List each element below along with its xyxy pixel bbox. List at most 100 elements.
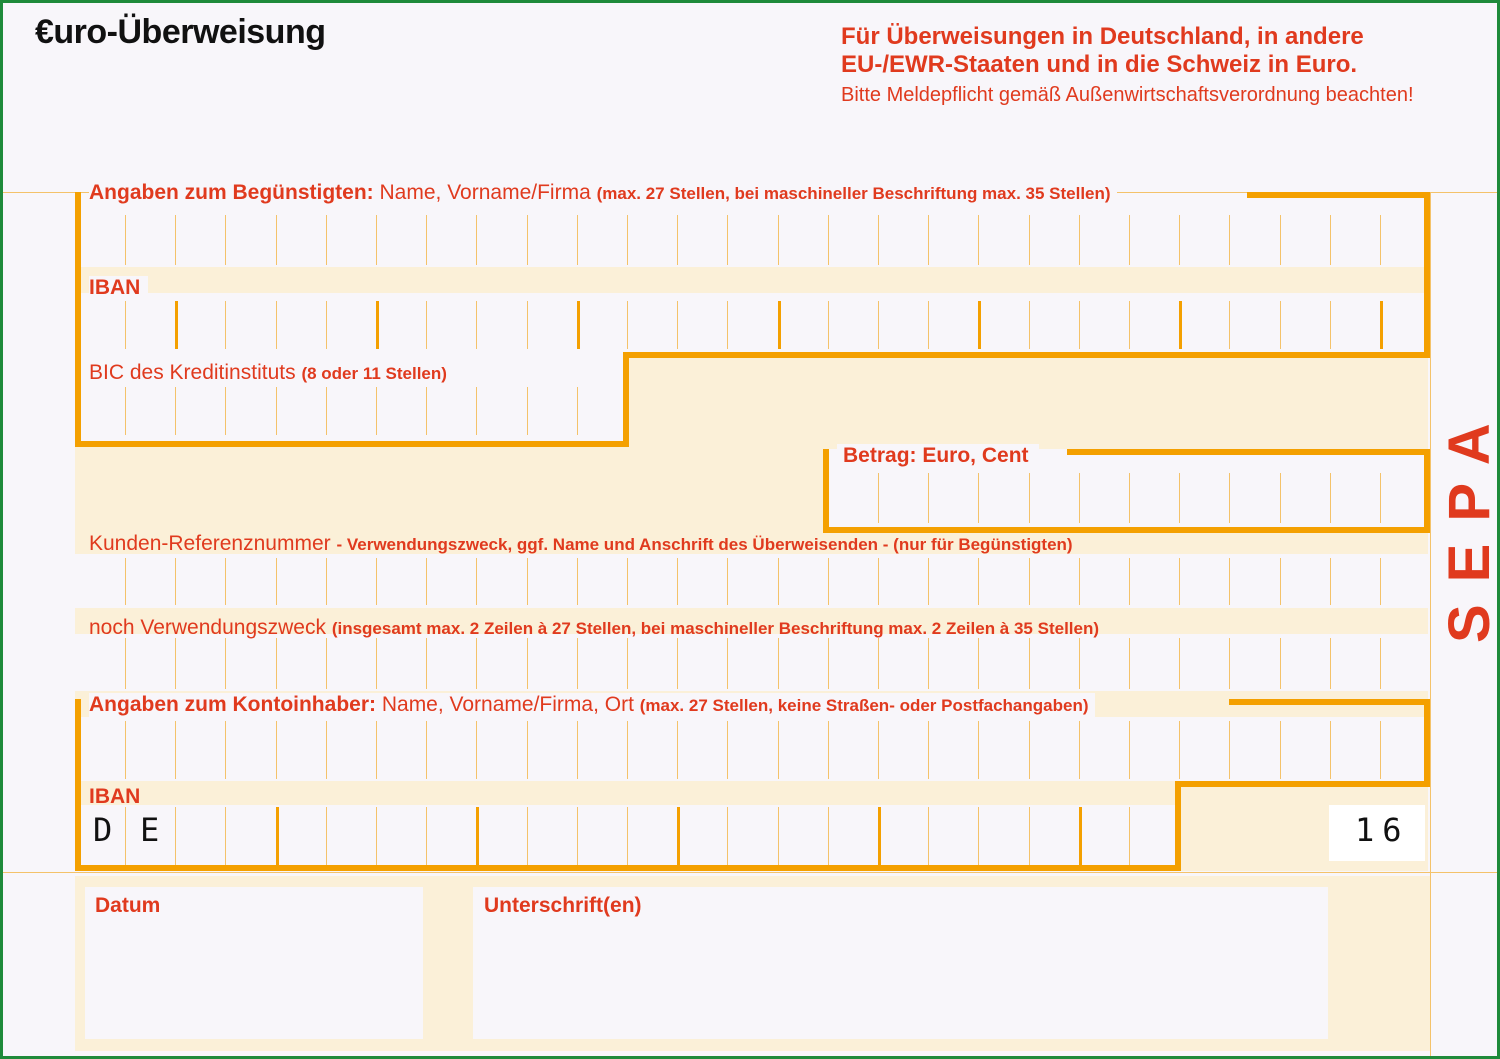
iban-cell-tick [627,301,628,349]
beneficiary-cell-tick [125,215,126,265]
beneficiary-cell-tick [1280,215,1281,265]
reference-cell-tick [828,558,829,605]
reference-cell-tick [426,558,427,605]
holder-cell-tick [326,721,327,779]
amount-cell-tick [1380,473,1381,523]
reference-cell-tick [175,558,176,605]
beneficiary-cell-tick [376,215,377,265]
reference-label: Kunden-Referenznummer - Verwendungszweck… [89,532,1073,555]
holder-cell-tick [426,721,427,779]
iban-cell-tick [276,301,277,349]
purpose2-cell-tick [677,638,678,689]
beneficiary-cell-tick [1079,215,1080,265]
holder-iban-cell-tick [527,807,528,865]
beneficiary-cell-tick [326,215,327,265]
bic-field[interactable] [83,387,621,439]
amount-cell-tick [1330,473,1331,523]
beneficiary-iban-field[interactable] [83,295,1423,349]
reference-cell-tick [1229,558,1230,605]
beneficiary-cell-tick [1229,215,1230,265]
holder-iban-cell-tick [476,807,479,865]
holder-cell-tick [175,721,176,779]
holder-cell-tick [727,721,728,779]
reference-cell-tick [978,558,979,605]
amount-cell-tick [1129,473,1130,523]
holder-cell-tick [1380,721,1381,779]
bic-cell-tick [376,387,377,435]
iban-cell-tick [1330,301,1331,349]
reference-cell-tick [928,558,929,605]
holder-iban-field[interactable] [175,806,1173,863]
reference-cell-tick [376,558,377,605]
iban-label: IBAN [89,276,149,300]
amount-cell-tick [1229,473,1230,523]
purpose2-label: noch Verwendungszweck (insgesamt max. 2 … [89,616,1100,639]
purpose2-cell-tick [928,638,929,689]
holder-iban-label: IBAN [89,785,141,808]
purpose2-cell-tick [276,638,277,689]
date-label: Datum [95,894,161,917]
holder-cell-tick [1229,721,1230,779]
beneficiary-cell-tick [778,215,779,265]
holder-cell-tick [1029,721,1030,779]
amount-label: Betrag: Euro, Cent [837,444,1039,468]
beneficiary-cell-tick [476,215,477,265]
beneficiary-cell-tick [1129,215,1130,265]
iban-cell-tick [577,301,580,349]
purpose2-cell-tick [1229,638,1230,689]
beneficiary-cell-tick [1330,215,1331,265]
reference-cell-tick [878,558,879,605]
beneficiary-cell-tick [1029,215,1030,265]
purpose2-cell-tick [778,638,779,689]
beneficiary-name-field[interactable] [83,213,1423,265]
holder-cell-tick [778,721,779,779]
reference-cell-tick [125,558,126,605]
purpose-line-2-field[interactable] [83,636,1423,690]
customer-reference-field[interactable] [83,556,1423,606]
purpose2-cell-tick [627,638,628,689]
beneficiary-cell-tick [1179,215,1180,265]
signature-field[interactable] [473,887,1328,1039]
bic-cell-tick [276,387,277,435]
holder-iban-cell-tick [175,807,176,865]
amount-cell-tick [1179,473,1180,523]
date-field[interactable] [85,887,423,1039]
iban-cell-tick [978,301,981,349]
beneficiary-cell-tick [1380,215,1381,265]
holder-cell-tick [627,721,628,779]
purpose2-cell-tick [426,638,427,689]
holder-iban-cell-tick [426,807,427,865]
holder-iban-cell-tick [978,807,979,865]
purpose2-cell-tick [577,638,578,689]
holder-iban-cell-tick [376,807,377,865]
iban-cell-tick [376,301,379,349]
holder-iban-cell-tick [727,807,728,865]
iban-cell-tick [476,301,477,349]
iban-cell-tick [1380,301,1383,349]
holder-cell-tick [1330,721,1331,779]
holder-iban-cell-tick [326,807,327,865]
purpose2-cell-tick [476,638,477,689]
holder-iban-cell-tick [627,807,628,865]
holder-cell-tick [1280,721,1281,779]
amount-field[interactable] [831,471,1423,525]
reference-cell-tick [527,558,528,605]
iban-cell-tick [175,301,178,349]
reference-cell-tick [627,558,628,605]
signature-label: Unterschrift(en) [484,894,642,917]
holder-iban-cell-tick [828,807,829,865]
beneficiary-cell-tick [527,215,528,265]
iban-suffix-check: 16 [1355,811,1410,849]
purpose2-cell-tick [175,638,176,689]
account-holder-field[interactable] [83,719,1423,779]
iban-prefix-e: E [140,811,160,849]
iban-cell-tick [527,301,528,349]
iban-cell-tick [928,301,929,349]
account-holder-label: Angaben zum Kontoinhaber: Name, Vorname/… [89,693,1095,717]
beneficiary-cell-tick [727,215,728,265]
iban-cell-tick [828,301,829,349]
reference-cell-tick [1380,558,1381,605]
purpose2-cell-tick [1129,638,1130,689]
header-line-1: Für Überweisungen in Deutschland, in and… [841,23,1364,50]
bic-label: BIC des Kreditinstituts (8 oder 11 Stell… [89,361,447,384]
